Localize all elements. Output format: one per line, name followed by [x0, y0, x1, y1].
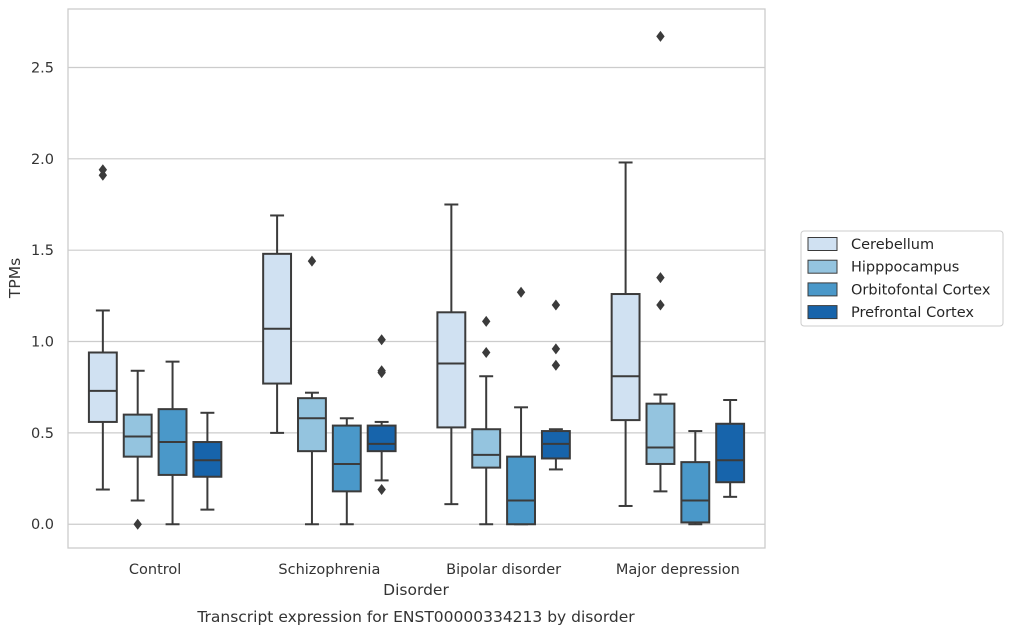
legend-swatch [807, 237, 838, 251]
legend-label: Cerebellum [851, 237, 934, 253]
outlier-point [551, 343, 561, 355]
legend-label: Prefrontal Cortex [851, 305, 974, 321]
x-axis-label: Disorder [383, 581, 449, 599]
outlier-point [377, 334, 386, 346]
box [471, 428, 502, 469]
box [436, 311, 467, 429]
y-tick-label: 2.5 [31, 60, 54, 76]
box [297, 397, 327, 453]
box [366, 424, 397, 453]
x-tick-label: Control [129, 562, 181, 578]
legend-label: Orbitofontal Cortex [851, 282, 991, 298]
outlier-point [551, 299, 561, 311]
outlier-point [482, 315, 491, 327]
legend-swatch [807, 305, 838, 320]
box-group [157, 360, 188, 526]
box-group [715, 399, 746, 498]
legend-swatch [807, 259, 838, 274]
outlier-point [482, 346, 491, 358]
box-group [331, 417, 362, 526]
box-groups [87, 30, 746, 530]
box [506, 455, 536, 526]
box-group [192, 411, 223, 511]
box [645, 402, 676, 465]
x-tick-label: Schizophrenia [278, 562, 380, 578]
legend-label: Hipppocampus [851, 260, 959, 276]
outlier-point [656, 30, 665, 42]
box-group [645, 30, 676, 493]
box-group [297, 255, 327, 526]
y-tick-label: 2.0 [31, 152, 54, 168]
y-tick-label: 0.5 [31, 426, 54, 442]
box-group [87, 164, 118, 491]
outlier-point [656, 299, 665, 311]
box-group [506, 286, 536, 526]
box [680, 461, 711, 524]
box [610, 293, 641, 422]
y-tick-label: 1.0 [31, 335, 54, 351]
box-group [436, 203, 467, 506]
outlier-point [377, 365, 386, 377]
y-axis-label: TPMs [6, 258, 24, 299]
box [87, 351, 118, 423]
outlier-point [133, 518, 142, 530]
chart-caption: Transcript expression for ENST0000033421… [196, 608, 635, 626]
box-group [262, 214, 293, 434]
x-tick-label: Bipolar disorder [446, 562, 561, 578]
outlier-point [98, 164, 108, 176]
box-group [680, 430, 711, 526]
box [331, 424, 362, 493]
x-tick-labels: Control Schizophrenia Bipolar disorder Majo… [129, 562, 740, 578]
outlier-point [516, 286, 526, 298]
outlier-point [377, 484, 386, 496]
legend: Cerebellum Hipppocampus Orbitofontal Corte… [800, 230, 1004, 327]
outlier-point [307, 255, 317, 267]
legend-swatch [807, 282, 838, 297]
y-tick-label: 1.5 [31, 243, 54, 259]
y-tick-label: 0.0 [31, 517, 54, 533]
box-group [540, 299, 571, 471]
box-group [471, 315, 502, 526]
box-group [366, 334, 397, 496]
box [262, 252, 293, 385]
box-group [122, 369, 153, 530]
box [715, 422, 746, 484]
legend-frame [800, 230, 1004, 327]
y-tick-labels: 0.0 0.5 1.0 1.5 2.0 2.5 [31, 60, 54, 533]
box-group [610, 161, 641, 507]
outlier-point [656, 272, 665, 284]
x-tick-label: Major depression [616, 562, 740, 578]
outlier-point [551, 359, 561, 371]
plot-frame [67, 8, 766, 549]
